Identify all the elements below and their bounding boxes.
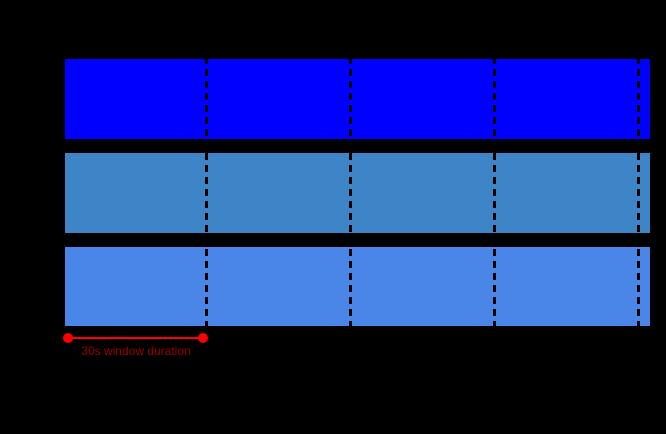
window-boundary-line-3 [493, 57, 496, 328]
duration-measure-endpoint-left [63, 333, 73, 343]
stream-bar-2 [65, 153, 650, 233]
window-boundary-line-2 [349, 57, 352, 328]
window-boundary-line-4 [637, 57, 640, 328]
duration-measure-endpoint-right [198, 333, 208, 343]
window-boundary-line-1 [205, 57, 208, 328]
stream-bar-1 [65, 59, 650, 139]
stream-bar-3 [65, 247, 650, 326]
duration-label: 30s window duration [81, 344, 191, 358]
duration-measure-line [68, 337, 203, 339]
